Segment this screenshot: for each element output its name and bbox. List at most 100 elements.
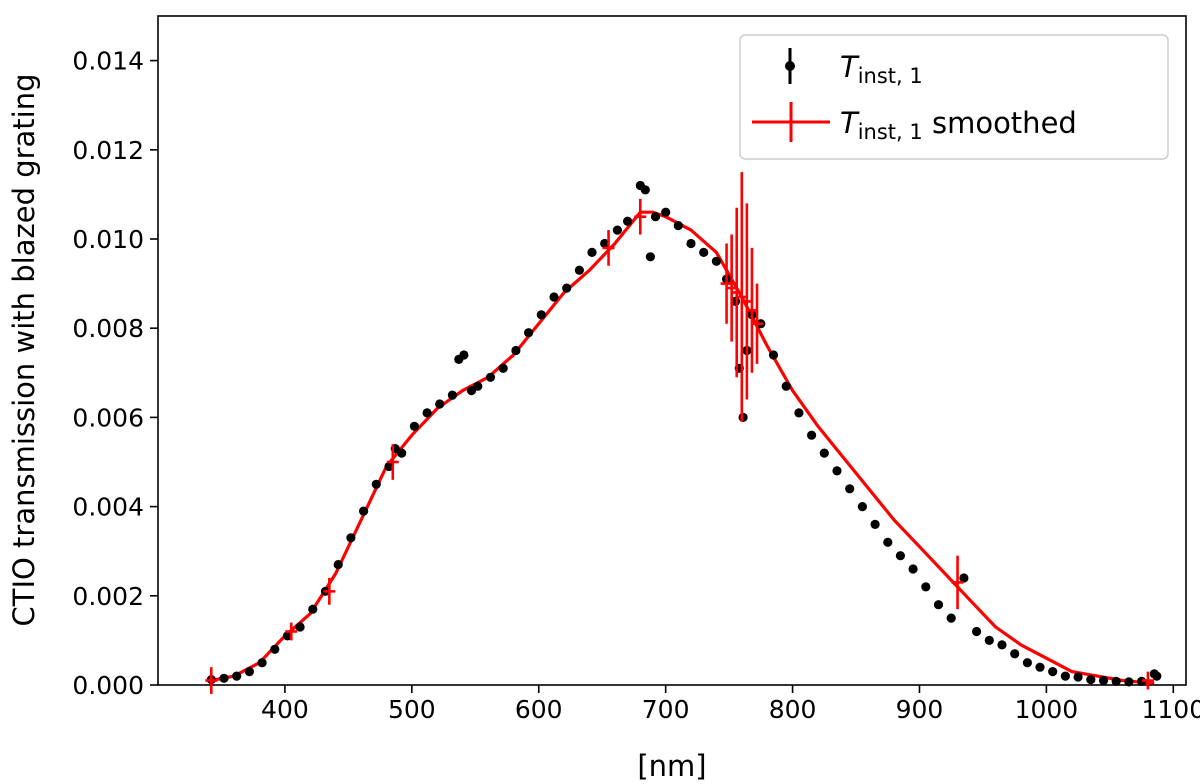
y-tick-label: 0.006 <box>72 403 144 432</box>
data-point <box>549 292 559 302</box>
data-point <box>711 256 722 266</box>
data-point <box>699 247 709 257</box>
data-point <box>959 573 969 583</box>
data-point <box>650 212 661 222</box>
data-point <box>895 551 906 561</box>
legend-label-smoothed: Tinst, 1 smoothed <box>840 106 1077 144</box>
data-point <box>219 673 229 683</box>
data-point <box>908 564 918 574</box>
x-tick-label: 900 <box>896 695 944 724</box>
data-point <box>371 479 381 489</box>
data-point <box>781 381 791 391</box>
data-point <box>524 328 534 338</box>
x-tick-label: 400 <box>261 695 309 724</box>
y-tick-label: 0.002 <box>72 582 144 611</box>
data-point <box>870 519 880 530</box>
data-point <box>845 484 855 494</box>
data-point <box>244 667 254 677</box>
data-point <box>832 466 842 476</box>
data-point <box>686 238 696 249</box>
data-point <box>640 185 650 195</box>
data-point <box>807 430 817 440</box>
x-axis-ticks: 400 500 600 700 800 900 1000 1100 <box>261 685 1200 724</box>
data-point <box>384 461 394 472</box>
data-point <box>459 350 469 360</box>
x-tick-label: 1000 <box>1015 695 1079 724</box>
points-series <box>206 180 1162 687</box>
data-point <box>1022 658 1032 668</box>
data-point <box>921 582 931 592</box>
data-point <box>1010 649 1020 659</box>
data-point <box>946 613 956 623</box>
data-point <box>1048 667 1058 677</box>
data-point <box>587 247 597 257</box>
data-point <box>232 671 242 681</box>
data-point <box>397 448 407 458</box>
data-point <box>794 408 804 418</box>
data-point <box>768 350 779 360</box>
plot-frame <box>157 15 1187 686</box>
y-tick-label: 0.014 <box>72 47 144 76</box>
data-point <box>498 363 508 373</box>
y-tick-label: 0.012 <box>72 136 144 165</box>
error-bars <box>205 172 1154 694</box>
data-point <box>612 225 623 235</box>
data-point <box>673 221 683 231</box>
data-point <box>270 644 280 654</box>
data-point <box>359 506 369 516</box>
x-tick-label: 800 <box>769 695 817 724</box>
data-point <box>1124 677 1134 687</box>
data-point <box>422 408 432 418</box>
data-point <box>473 381 483 391</box>
data-point <box>600 238 610 249</box>
y-tick-label: 0.010 <box>72 225 144 254</box>
data-point <box>1086 675 1096 685</box>
legend-label-points: Tinst, 1 <box>840 50 923 88</box>
x-tick-label: 600 <box>515 695 563 724</box>
data-point <box>574 265 585 275</box>
data-point <box>308 604 318 614</box>
x-tick-label: 500 <box>388 695 436 724</box>
data-point <box>295 622 305 632</box>
smoothed-line <box>210 210 1155 685</box>
data-point <box>562 283 572 293</box>
data-point <box>972 626 982 637</box>
data-point <box>409 421 419 431</box>
data-point <box>1060 671 1070 681</box>
y-tick-label: 0.000 <box>72 671 144 700</box>
x-axis-label: [nm] <box>637 749 706 783</box>
data-point <box>857 502 868 512</box>
data-point <box>1035 662 1045 672</box>
data-point <box>511 345 521 356</box>
data-point <box>1152 671 1162 681</box>
data-point <box>346 533 356 543</box>
data-point <box>1137 676 1147 687</box>
data-point <box>645 252 656 262</box>
data-point <box>883 537 893 547</box>
data-point <box>661 207 671 217</box>
data-point <box>282 631 293 641</box>
y-tick-label: 0.004 <box>72 493 144 522</box>
y-tick-label: 0.008 <box>72 314 144 343</box>
data-point <box>1111 676 1121 687</box>
y-axis-label: CTIO transmission with blazed grating <box>7 73 41 626</box>
data-point <box>933 600 944 610</box>
data-point <box>333 560 343 570</box>
data-point <box>623 216 633 226</box>
data-point <box>257 658 267 668</box>
data-point <box>1073 672 1083 682</box>
data-point <box>984 635 994 646</box>
data-point <box>1098 675 1109 686</box>
data-point <box>997 640 1007 650</box>
data-point <box>485 372 496 382</box>
y-axis-ticks: 0.000 0.002 0.004 0.006 0.008 0.010 0.012 0.014 <box>72 47 158 700</box>
smoothed-series <box>210 210 1155 685</box>
data-point <box>435 399 445 409</box>
x-tick-label: 700 <box>642 695 690 724</box>
data-point <box>819 448 829 458</box>
legend: Tinst, 1 Tinst, 1 smoothed <box>739 34 1169 160</box>
data-point <box>447 390 457 400</box>
legend-box <box>739 34 1169 160</box>
data-point <box>536 310 546 320</box>
